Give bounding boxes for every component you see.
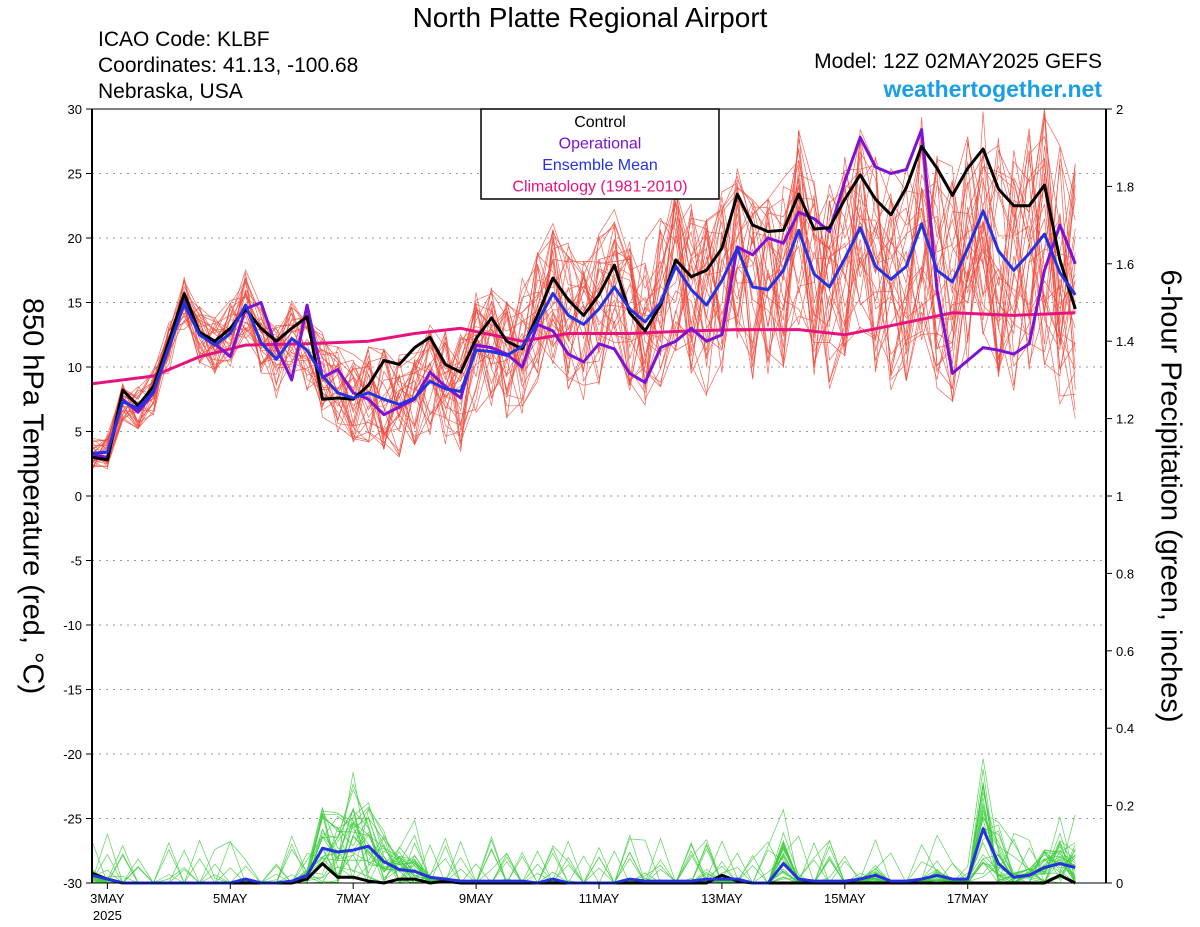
y-tick-label: 0	[75, 489, 82, 504]
y2-tick-label: 1.4	[1116, 334, 1134, 349]
temp-control-line	[91, 144, 1077, 462]
ensemble-member-precip-line	[91, 784, 1076, 885]
y-tick-label: 15	[68, 296, 82, 311]
ensemble-member-precip-line	[92, 802, 1076, 884]
y-tick-label: 25	[68, 167, 82, 182]
y2-tick-label: 0.8	[1116, 566, 1134, 581]
y-tick-label: -10	[63, 618, 82, 633]
y-tick-label: 20	[68, 231, 82, 246]
x-tick-label: 15MAY	[824, 891, 866, 906]
x-tick-sublabel: 2025	[93, 908, 122, 923]
y-tick-label: 10	[68, 360, 82, 375]
y-tick-label: 5	[75, 425, 82, 440]
y-tick-label: -30	[63, 876, 82, 891]
y2-tick-label: 1	[1116, 489, 1123, 504]
ensemble-member-temp-line	[91, 115, 1076, 469]
ensemble-member-precip-line	[91, 758, 1076, 885]
icao-code: ICAO Code: KLBF	[98, 28, 270, 51]
ensemble-member-precip-line	[91, 819, 1076, 885]
y2-tick-label: 0.6	[1116, 644, 1134, 659]
temp-ensemble-mean-line	[91, 209, 1077, 455]
ensemble-member-precip-line	[91, 784, 1076, 884]
ensemble-member-temp-line	[91, 130, 1076, 456]
model-run: Model: 12Z 02MAY2025 GEFS	[814, 50, 1102, 73]
ensemble-member-precip-line	[91, 834, 1076, 884]
axis-layer: -30-25-20-15-10-505101520253000.20.40.60…	[63, 102, 1134, 923]
ensemble-member-precip-line	[91, 792, 1076, 884]
y2-tick-label: 2	[1116, 102, 1123, 117]
x-tick-label: 5MAY	[213, 891, 248, 906]
region: Nebraska, USA	[98, 80, 243, 103]
legend: Control Operational Ensemble Mean Climatolo…	[480, 108, 720, 200]
legend-entry: Ensemble Mean	[542, 157, 658, 174]
x-tick-label: 13MAY	[701, 891, 743, 906]
y-tick-label: -5	[70, 554, 82, 569]
y2-tick-label: 0.4	[1116, 721, 1134, 736]
series-layer	[91, 128, 1077, 885]
ensemble-member-precip-line	[91, 798, 1076, 884]
ensemble-member-precip-line	[91, 782, 1076, 884]
temp-climatology-line	[91, 311, 1076, 386]
ensemble-member-precip-line	[91, 786, 1076, 884]
coordinates: Coordinates: 41.13, -100.68	[98, 54, 359, 77]
legend-entry: Control	[574, 114, 626, 131]
legend-entry: Climatology (1981-2010)	[512, 179, 687, 196]
brand-link[interactable]: weathertogether.net	[883, 76, 1102, 102]
x-tick-label: 9MAY	[459, 891, 494, 906]
ensemble-member-temp-line	[91, 150, 1076, 463]
y-tick-label: -20	[63, 747, 82, 762]
chart-title: North Platte Regional Airport	[412, 2, 768, 33]
legend-entry: Operational	[559, 136, 642, 153]
y2-tick-label: 1.2	[1116, 412, 1134, 427]
x-tick-label: 11MAY	[579, 891, 620, 906]
x-tick-label: 3MAY	[90, 891, 125, 906]
x-tick-label: 7MAY	[336, 891, 371, 906]
ensemble-member-temp-line	[91, 158, 1076, 467]
ensemble-member-temp-line	[91, 158, 1076, 470]
ensemble-member-precip-line	[91, 781, 1076, 884]
y-tick-label: -15	[63, 683, 82, 698]
y-tick-label: -25	[63, 812, 82, 827]
legend-box	[480, 108, 720, 200]
y2-tick-label: 1.6	[1116, 257, 1134, 272]
ensemble-member-temp-line	[91, 165, 1076, 462]
y-tick-label: 30	[68, 102, 82, 117]
ensemble-member-temp-line	[91, 116, 1076, 470]
y2-tick-label: 1.8	[1116, 179, 1134, 194]
y2-tick-label: 0	[1116, 876, 1123, 891]
y2-tick-label: 0.2	[1116, 799, 1134, 814]
x-tick-label: 17MAY	[947, 891, 989, 906]
ensemble-member-precip-line	[91, 788, 1076, 884]
temp-operational-line	[91, 128, 1077, 459]
